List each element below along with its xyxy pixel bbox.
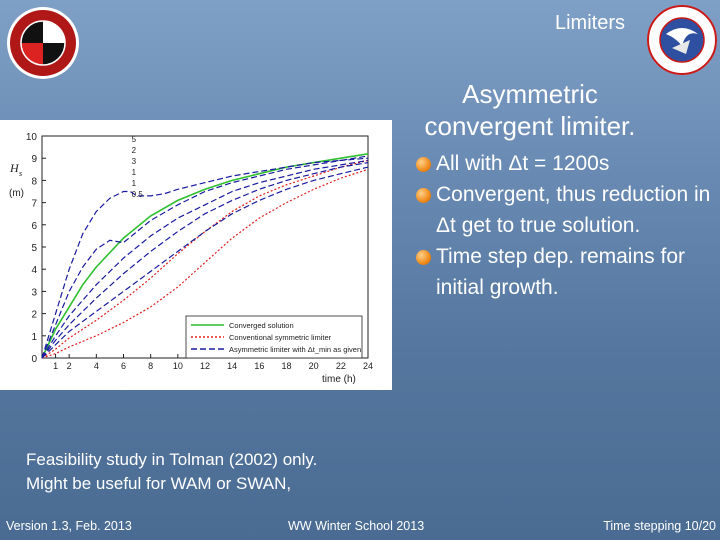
y-tick-label: 5 (31, 243, 37, 254)
bullet-item: Convergent, thus reduction in Δt get to … (416, 179, 716, 241)
feasibility-note: Feasibility study in Tolman (2002) only.… (26, 448, 626, 496)
slide-title-line-2: convergent limiter. (424, 111, 636, 141)
x-tick-label: 1 (53, 361, 58, 371)
annotation-label: 0.5 (132, 190, 144, 199)
series-line (41, 159, 369, 359)
y-tick-label: 10 (26, 132, 38, 143)
university-of-maryland-seal-icon (7, 7, 79, 79)
series-line (41, 153, 369, 359)
x-tick-label: 4 (94, 361, 99, 371)
legend-label: Conventional symmetric limiter (229, 333, 332, 342)
series-line (41, 168, 369, 359)
bullet-item: Time step dep. remains for initial growt… (416, 241, 716, 303)
y-tick-label: 2 (31, 310, 37, 321)
bullet-dot-icon (416, 157, 431, 172)
y-axis-unit: (m) (9, 188, 24, 199)
bullet-list: All with Δt = 1200s Convergent, thus red… (416, 148, 716, 303)
x-tick-label: 22 (336, 361, 346, 371)
y-tick-label: 6 (31, 221, 37, 232)
y-tick-label: 9 (31, 154, 37, 165)
slide-title-line-1: Asymmetric (462, 79, 598, 109)
x-tick-label: 24 (363, 361, 373, 371)
y-axis-label: H (9, 161, 20, 175)
bullet-dot-icon (416, 188, 431, 203)
x-axis-label: time (h) (322, 374, 356, 385)
annotation-label: 5 (132, 135, 137, 144)
slide-title: Asymmetric convergent limiter. (400, 78, 660, 142)
note-line-2: Might be useful for WAM or SWAN, (26, 474, 292, 493)
series-line (41, 166, 369, 359)
x-tick-label: 10 (173, 361, 183, 371)
x-tick-label: 20 (309, 361, 319, 371)
annotation-label: 1 (132, 168, 137, 177)
annotation-label: 3 (132, 157, 137, 166)
footer-school: WW Winter School 2013 (288, 519, 425, 533)
header-title: Limiters (554, 12, 625, 34)
bullet-text: Time step dep. remains for initial growt… (436, 245, 685, 299)
legend-label: Converged solution (229, 321, 294, 330)
national-weather-service-logo-icon (647, 5, 717, 75)
note-line-1: Feasibility study in Tolman (2002) only. (26, 450, 318, 469)
bullet-text: All with Δt = 1200s (436, 152, 610, 175)
y-tick-label: 7 (31, 199, 37, 210)
annotation-label: 1 (132, 179, 137, 188)
x-tick-label: 14 (227, 361, 237, 371)
series-line (41, 157, 369, 359)
y-tick-label: 8 (31, 176, 37, 187)
y-axis-label-sub: s (19, 169, 22, 178)
x-tick-label: 12 (200, 361, 210, 371)
series-line (41, 159, 369, 359)
series-line (41, 155, 369, 359)
y-tick-label: 3 (31, 287, 37, 298)
series-line (41, 162, 369, 359)
bullet-item: All with Δt = 1200s (416, 148, 716, 179)
y-tick-label: 4 (31, 265, 37, 276)
annotation-label: 2 (132, 146, 137, 155)
legend-label: Asymmetric limiter with Δt_min as given (229, 345, 361, 354)
footer-page: Time stepping 10/20 (603, 519, 716, 533)
y-tick-label: 1 (31, 332, 37, 343)
footer-version: Version 1.3, Feb. 2013 (6, 519, 132, 533)
bullet-text: Convergent, thus reduction in Δt get to … (436, 183, 711, 237)
x-tick-label: 16 (254, 361, 264, 371)
x-tick-label: 6 (121, 361, 126, 371)
bullet-dot-icon (416, 250, 431, 265)
x-tick-label: 8 (148, 361, 153, 371)
x-tick-label: 18 (281, 361, 291, 371)
x-tick-label: 2 (67, 361, 72, 371)
y-tick-label: 0 (31, 354, 37, 365)
